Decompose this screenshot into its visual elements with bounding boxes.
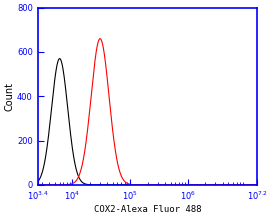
Y-axis label: Count: Count xyxy=(4,82,14,111)
X-axis label: COX2-Alexa Fluor 488: COX2-Alexa Fluor 488 xyxy=(94,205,201,214)
